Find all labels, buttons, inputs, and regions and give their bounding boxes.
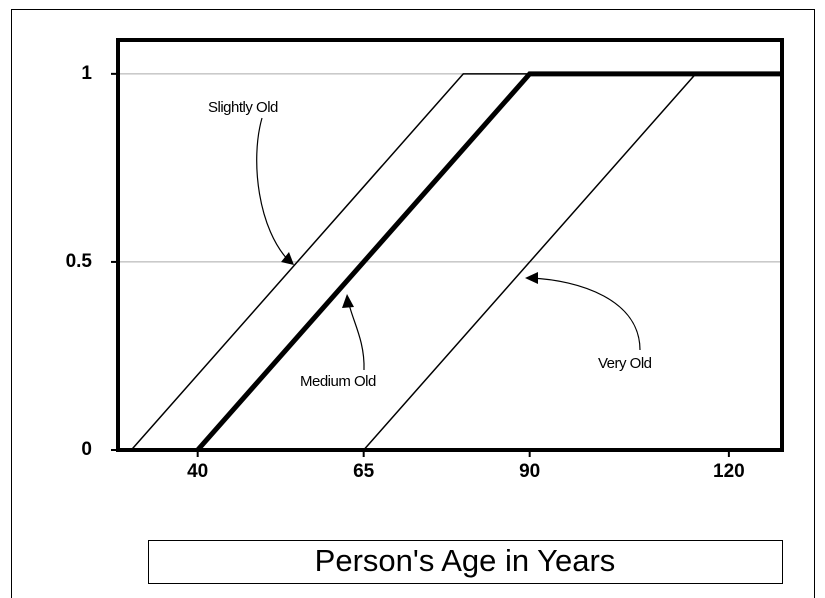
y-tick-label: 0.5	[66, 251, 93, 272]
arrow	[256, 117, 291, 263]
arrowhead	[342, 294, 354, 308]
y-tick-label: 1	[81, 63, 92, 84]
x-tick-label: 40	[187, 461, 208, 482]
x-tick-label: 120	[713, 461, 745, 482]
y-tick-label: 0	[81, 439, 92, 460]
series-annotation: Slightly Old	[208, 99, 278, 116]
x-tick-label: 65	[353, 461, 375, 482]
series-annotation: Medium Old	[300, 373, 376, 390]
arrow	[529, 277, 641, 351]
x-axis-label: Person's Age in Years	[315, 543, 616, 578]
x-label-box	[148, 540, 783, 584]
series-line	[363, 73, 782, 451]
x-tick-label: 90	[519, 461, 540, 482]
plot-area	[118, 71, 782, 452]
arrow	[347, 299, 365, 371]
outer-frame	[11, 9, 815, 598]
series-annotation: Very Old	[598, 355, 652, 372]
arrowhead	[525, 272, 538, 284]
plot-frame	[116, 38, 784, 452]
arrowhead	[281, 252, 294, 265]
